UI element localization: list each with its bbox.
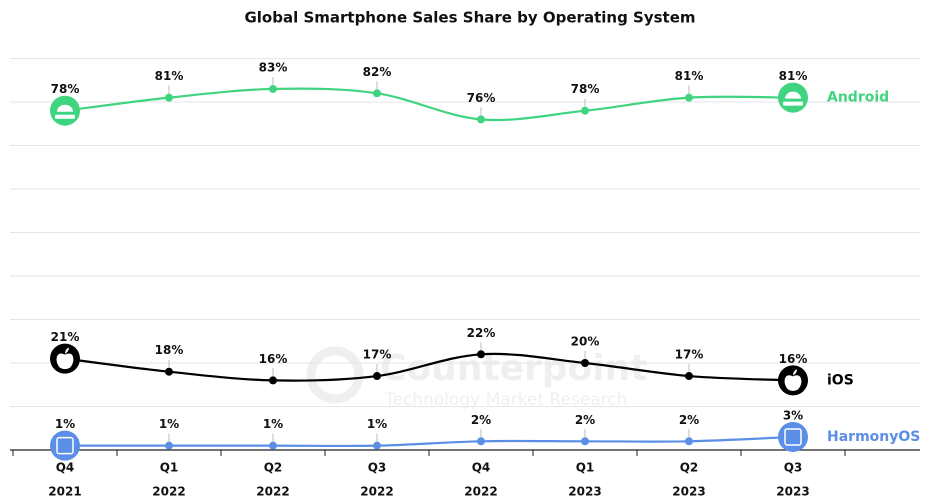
os-icon (50, 95, 80, 126)
os-icon (50, 343, 80, 374)
android-head (785, 91, 801, 99)
series-line (64, 87, 794, 122)
data-label: 17% (363, 348, 392, 362)
x-tick-label: 2023 (672, 485, 705, 499)
icon-circle (50, 430, 80, 461)
x-tick-label: 2021 (48, 485, 81, 499)
x-tick-label: Q4 (472, 461, 491, 475)
android-band (55, 114, 75, 119)
data-label: 76% (467, 91, 496, 105)
legend-label: HarmonyOS (827, 429, 920, 445)
data-label: 2% (575, 413, 595, 427)
x-tick-label: 2023 (568, 485, 601, 499)
hm-block (56, 436, 74, 455)
os-icon (778, 421, 808, 452)
data-label: 1% (367, 417, 387, 431)
data-label: 3% (783, 408, 803, 422)
hm-block (784, 428, 802, 446)
data-label: 17% (675, 348, 704, 362)
data-point (685, 437, 693, 446)
legend-label: iOS (827, 372, 854, 388)
data-label: 2% (679, 413, 699, 427)
data-point (685, 372, 693, 381)
data-point (269, 441, 277, 450)
x-tick-label: Q3 (784, 461, 803, 475)
data-label: 16% (259, 352, 288, 366)
x-tick-label: Q1 (160, 461, 179, 475)
series-line (65, 435, 794, 448)
data-label: 1% (263, 417, 283, 431)
data-label: 18% (155, 343, 184, 357)
x-tick-label: 2022 (464, 485, 497, 499)
os-icon (778, 365, 808, 396)
data-label: 78% (571, 82, 600, 96)
data-point (581, 437, 589, 446)
data-point (165, 441, 173, 450)
icon-circle (778, 421, 808, 452)
x-tick-label: Q2 (680, 461, 699, 475)
x-tick-label: Q1 (576, 461, 595, 475)
os-icon (50, 430, 80, 461)
apple-shape (56, 347, 74, 370)
data-label: 82% (363, 65, 392, 79)
os-icon (778, 82, 808, 113)
x-tick-label: 2022 (256, 485, 289, 499)
x-tick-label: 2023 (776, 485, 809, 499)
data-point (477, 115, 485, 124)
data-point (165, 93, 173, 102)
data-point (373, 89, 381, 98)
data-point (269, 376, 277, 385)
data-label: 21% (51, 330, 80, 344)
data-point (685, 93, 693, 102)
data-label: 81% (155, 69, 184, 83)
data-point (269, 84, 277, 93)
x-tick-label: Q3 (368, 461, 387, 475)
apple-shape (784, 369, 802, 391)
data-label: 81% (779, 69, 808, 83)
data-point (477, 437, 485, 446)
data-point (581, 106, 589, 115)
data-label: 2% (471, 413, 491, 427)
series-line (64, 352, 794, 382)
x-tick-label: 2022 (152, 485, 185, 499)
data-point (165, 367, 173, 376)
data-point (477, 350, 485, 359)
data-point (373, 372, 381, 381)
data-label: 83% (259, 60, 288, 74)
data-label: 16% (779, 352, 808, 366)
data-label: 78% (51, 82, 80, 96)
data-label: 1% (55, 417, 75, 431)
x-tick-label: Q2 (264, 461, 283, 475)
watermark-logo (306, 346, 364, 404)
data-label: 1% (159, 417, 179, 431)
data-point (373, 441, 381, 450)
watermark-subtext: Technology Market Research (384, 390, 627, 410)
legend-label: Android (827, 90, 889, 106)
data-point (581, 359, 589, 367)
data-label: 20% (571, 335, 600, 349)
data-label: 22% (467, 326, 496, 340)
x-tick-label: Q4 (56, 461, 75, 475)
android-head (57, 104, 73, 112)
x-tick-label: 2022 (360, 485, 393, 499)
android-band (783, 101, 803, 106)
chart-title: Global Smartphone Sales Share by Operati… (244, 9, 695, 27)
data-label: 81% (675, 69, 704, 83)
